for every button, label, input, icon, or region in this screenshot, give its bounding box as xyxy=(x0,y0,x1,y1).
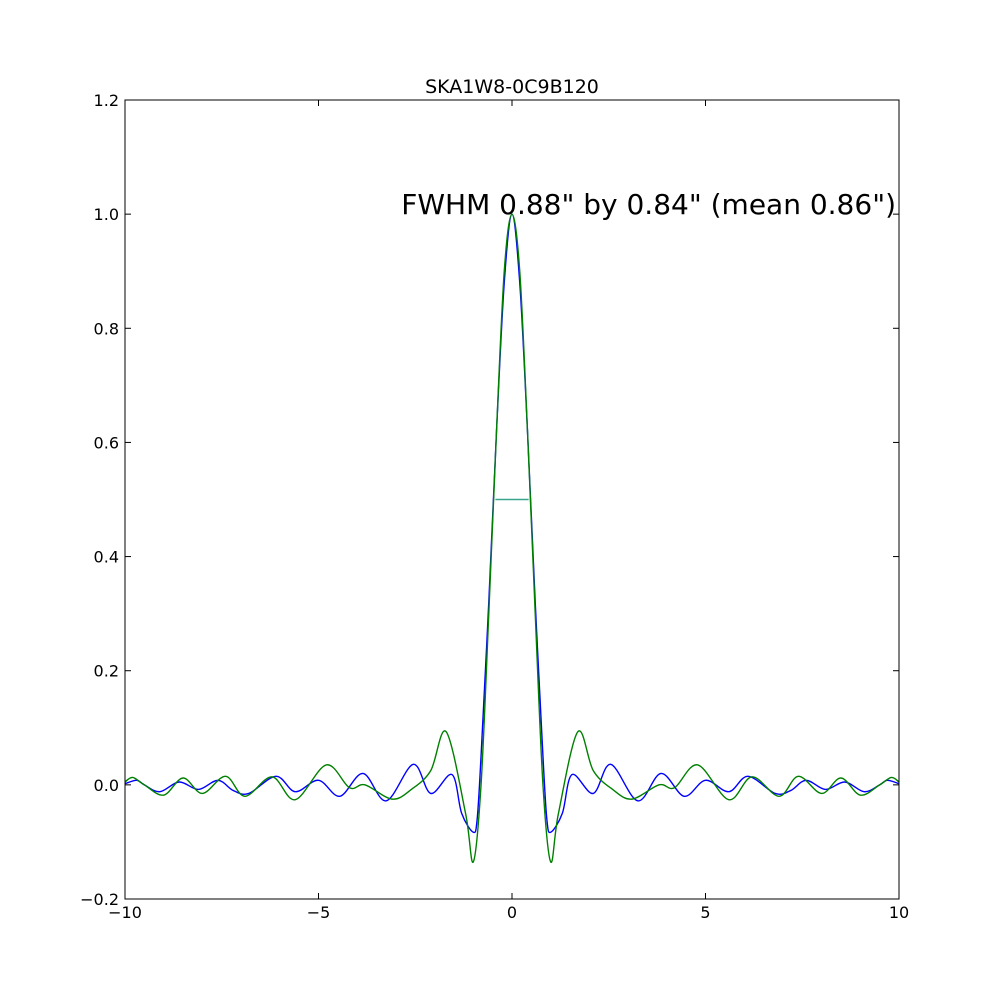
y-tick-label: 0.6 xyxy=(94,433,119,452)
y-tick-label: 1.0 xyxy=(94,205,119,224)
series-line-2 xyxy=(124,213,900,863)
y-tick-label: 0.4 xyxy=(94,548,119,567)
x-tick-label: −5 xyxy=(307,903,331,922)
y-tick-label: 0.0 xyxy=(94,776,119,795)
fwhm-annotation: FWHM 0.88" by 0.84" (mean 0.86") xyxy=(401,188,896,221)
series-layer xyxy=(124,213,900,863)
chart-title: SKA1W8-0C9B120 xyxy=(425,76,599,98)
y-tick-label: 0.2 xyxy=(94,662,119,681)
y-tick-label: 1.2 xyxy=(94,91,119,110)
x-tick-label: 10 xyxy=(889,903,909,922)
y-tick-label: −0.2 xyxy=(80,890,119,909)
y-tick-label: 0.8 xyxy=(94,319,119,338)
x-tick-label: 5 xyxy=(700,903,710,922)
x-tick-label: −10 xyxy=(108,903,142,922)
tick-layer: −10 −5 0 5 10 −0.2 0.0 0.2 0.4 0.6 0.8 1.0 1.2 xyxy=(80,91,909,922)
x-tick-label: 0 xyxy=(507,903,517,922)
